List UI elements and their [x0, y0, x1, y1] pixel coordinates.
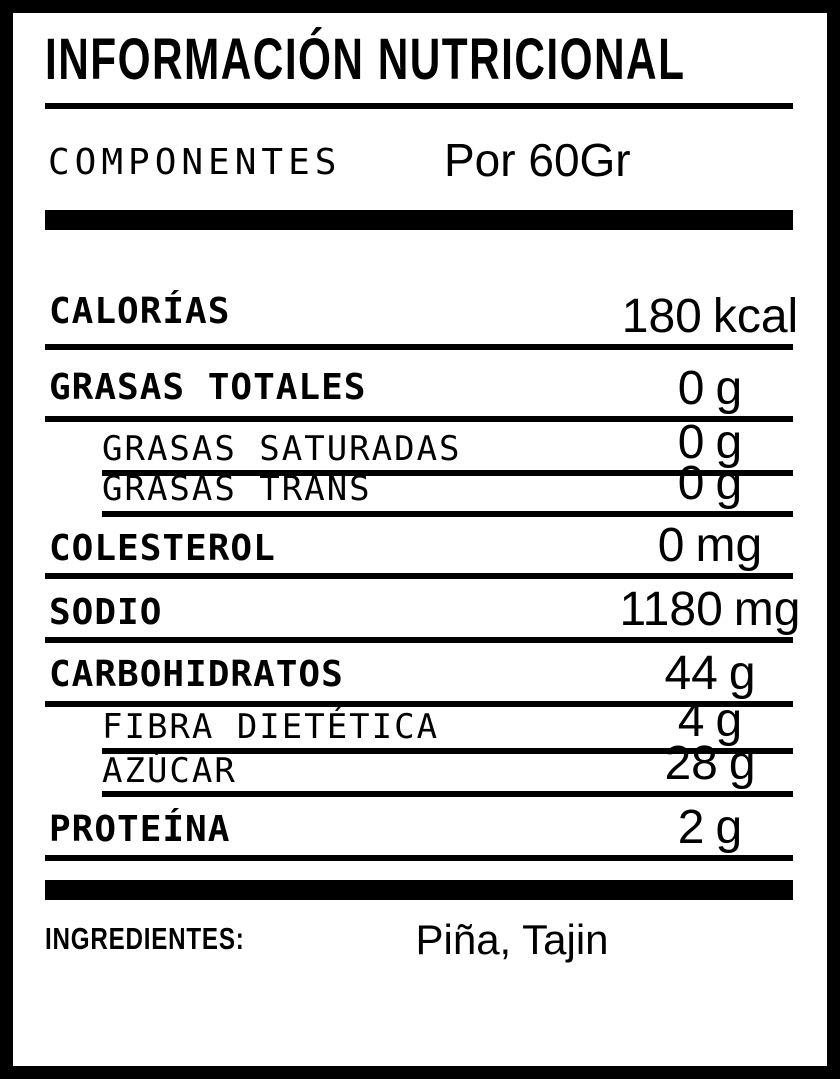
nutrient-value: 44 g	[664, 646, 756, 700]
nutrient-label: GRASAS TOTALES	[49, 367, 367, 408]
serving-row: COMPONENTES Por 60Gr	[45, 129, 793, 189]
nutrient-label: GRASAS SATURADAS	[102, 429, 462, 469]
label-title: INFORMACIÓN NUTRICIONAL	[45, 27, 686, 92]
ingredients-label: INGREDIENTES:	[45, 921, 245, 956]
components-header: COMPONENTES	[48, 142, 342, 183]
ingredients-value: Piña, Tajin	[415, 916, 609, 963]
ingredients-row: INGREDIENTES: Piña, Tajin	[45, 916, 793, 963]
title-divider	[45, 103, 793, 109]
nutrient-label: PROTEÍNA	[49, 809, 231, 850]
nutrient-value: 28 g	[664, 736, 756, 790]
nutrient-label: GRASAS TRANS	[102, 469, 372, 509]
serving-size: Por 60Gr	[444, 134, 631, 186]
nutrient-label: FIBRA DIETÉTICA	[102, 707, 440, 747]
table-row-azucar: AZÚCAR 28 g	[102, 738, 793, 797]
table-row-carbohidratos: CARBOHIDRATOS 44 g	[45, 643, 793, 707]
nutrient-label: SODIO	[49, 592, 163, 633]
nutrient-value: 180 kcal	[621, 289, 799, 343]
nutrient-label: CALORÍAS	[49, 291, 231, 332]
nutrient-value: 0 mg	[657, 518, 763, 572]
nutrient-label: CARBOHIDRATOS	[49, 654, 344, 695]
nutrient-label: COLESTEROL	[49, 528, 276, 569]
thick-divider-bottom	[45, 880, 793, 900]
nutrient-label: AZÚCAR	[102, 751, 237, 791]
table-row-calorias: CALORÍAS 180 kcal	[45, 230, 798, 350]
table-row-sodio: SODIO 1180 mg	[45, 579, 800, 643]
nutrient-value: 1180 mg	[619, 582, 801, 636]
thick-divider-top	[45, 210, 793, 230]
table-row-colesterol: COLESTEROL 0 mg	[45, 517, 793, 579]
